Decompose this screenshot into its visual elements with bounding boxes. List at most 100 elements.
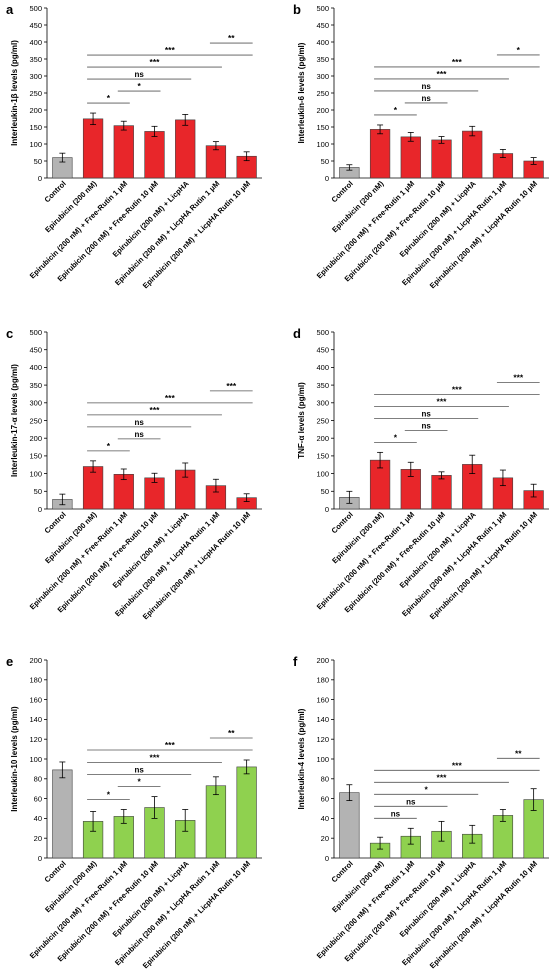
significance-label: *** [165, 740, 176, 750]
y-tick-label: 450 [29, 346, 42, 355]
y-tick-label: 350 [29, 55, 42, 64]
y-tick-label: 160 [29, 695, 42, 704]
y-tick-label: 0 [325, 505, 329, 514]
significance-label: *** [165, 45, 176, 55]
significance-label: *** [452, 57, 463, 67]
chart-panel-d: d 0 50 100 150 200 250 300 350 400 450 500 TNF-α lev… [293, 326, 549, 621]
x-tick-label: Epirubicin (200 nM) + LicpHA Rutin 10 μM [428, 179, 539, 290]
x-tick-label: Epirubicin (200 nM) + LicpHA Rutin 10 μM [141, 510, 252, 621]
y-tick-label: 140 [316, 715, 329, 724]
x-tick-label: Control [330, 510, 355, 535]
y-tick-label: 400 [29, 38, 42, 47]
bar [205, 145, 227, 179]
y-tick-label: 200 [29, 434, 42, 443]
y-tick-label: 300 [316, 399, 329, 408]
y-tick-label: 180 [29, 676, 42, 685]
y-tick-label: 0 [38, 505, 42, 514]
y-tick-label: 100 [29, 140, 42, 149]
y-tick-label: 0 [38, 174, 42, 183]
y-tick-label: 100 [316, 469, 329, 478]
significance-label: *** [437, 396, 448, 406]
significance-label: *** [452, 760, 463, 770]
significance-label: * [517, 45, 521, 55]
x-tick-label: Epirubicin (200 nM) [330, 859, 386, 915]
significance-label: *** [150, 405, 161, 415]
y-tick-label: 350 [316, 55, 329, 64]
chart-panel-a: a 0 50 100 150 200 250 300 350 400 450 500 Interleuk… [6, 2, 262, 290]
significance-label: ns [134, 418, 144, 427]
significance-label: * [137, 81, 141, 91]
y-tick-label: 300 [29, 72, 42, 81]
panel-letter: f [293, 654, 298, 669]
y-tick-label: 500 [316, 4, 329, 13]
panel-letter: c [6, 326, 13, 341]
bar [400, 136, 421, 179]
significance-label: * [394, 432, 398, 442]
y-tick-label: 150 [316, 123, 329, 132]
y-tick-label: 50 [321, 157, 329, 166]
y-tick-label: 200 [316, 434, 329, 443]
y-axis-label: TNF-α levels (pg/ml) [297, 382, 306, 459]
y-tick-label: 400 [316, 363, 329, 372]
y-tick-label: 250 [29, 416, 42, 425]
y-tick-label: 180 [316, 676, 329, 685]
y-tick-label: 250 [316, 89, 329, 98]
bar [462, 130, 483, 179]
chart-panel-e: e 0 20 40 60 80 100 120 140 160 180 200 Interleukin-… [6, 654, 262, 970]
y-tick-label: 350 [316, 381, 329, 390]
significance-label: *** [437, 69, 448, 79]
bar [113, 125, 134, 179]
significance-label: * [107, 789, 111, 799]
bar [339, 792, 360, 859]
y-tick-label: 450 [316, 21, 329, 30]
y-tick-label: 400 [29, 363, 42, 372]
bar [431, 475, 452, 510]
significance-label: ns [421, 94, 431, 103]
y-tick-label: 80 [321, 775, 329, 784]
chart-panel-c: c 0 50 100 150 200 250 300 350 400 450 500 Interleuk… [6, 326, 262, 621]
significance-label: *** [165, 393, 176, 403]
y-tick-label: 250 [29, 89, 42, 98]
x-tick-label: Epirubicin (200 nM) [43, 179, 99, 235]
significance-label: ns [391, 809, 401, 818]
significance-label: *** [437, 772, 448, 782]
bar [369, 129, 391, 179]
y-tick-label: 50 [34, 157, 42, 166]
significance-label: *** [226, 381, 237, 391]
significance-label: * [107, 441, 111, 451]
y-tick-label: 300 [316, 72, 329, 81]
x-tick-label: Control [43, 859, 68, 884]
bar [175, 119, 196, 179]
y-tick-label: 0 [38, 854, 42, 863]
y-tick-label: 150 [316, 452, 329, 461]
x-tick-label: Epirubicin (200 nM) + LicpHA Rutin 10 μM [428, 859, 539, 970]
x-tick-label: Epirubicin (200 nM) [43, 510, 99, 566]
y-tick-label: 20 [34, 834, 42, 843]
chart-panel-f: f 0 20 40 60 80 100 120 140 160 180 200 Interleukin-… [293, 654, 549, 970]
panel-letter: d [293, 326, 301, 341]
y-tick-label: 100 [29, 755, 42, 764]
significance-label: ** [515, 748, 522, 758]
panel-letter: e [6, 654, 13, 669]
y-tick-label: 300 [29, 399, 42, 408]
x-tick-label: Epirubicin (200 nM) + LicpHA Rutin 10 μM [141, 179, 252, 290]
y-tick-label: 120 [316, 735, 329, 744]
significance-label: ns [134, 766, 144, 775]
y-tick-label: 500 [29, 328, 42, 337]
y-tick-label: 200 [29, 106, 42, 115]
y-tick-label: 0 [325, 854, 329, 863]
significance-label: *** [150, 57, 161, 67]
significance-label: *** [513, 372, 524, 382]
significance-label: *** [150, 753, 161, 763]
significance-label: * [137, 777, 141, 787]
bar [236, 766, 257, 859]
x-tick-label: Control [43, 179, 68, 204]
y-axis-label: Interleukin-10 levels (pg/ml) [10, 706, 19, 812]
significance-label: ** [228, 33, 235, 43]
bar [82, 118, 104, 179]
y-axis-label: Interleukin-17-α levels (pg/ml) [10, 364, 19, 477]
significance-label: ns [421, 82, 431, 91]
bar [144, 131, 165, 179]
x-tick-label: Epirubicin (200 nM) [330, 510, 386, 566]
